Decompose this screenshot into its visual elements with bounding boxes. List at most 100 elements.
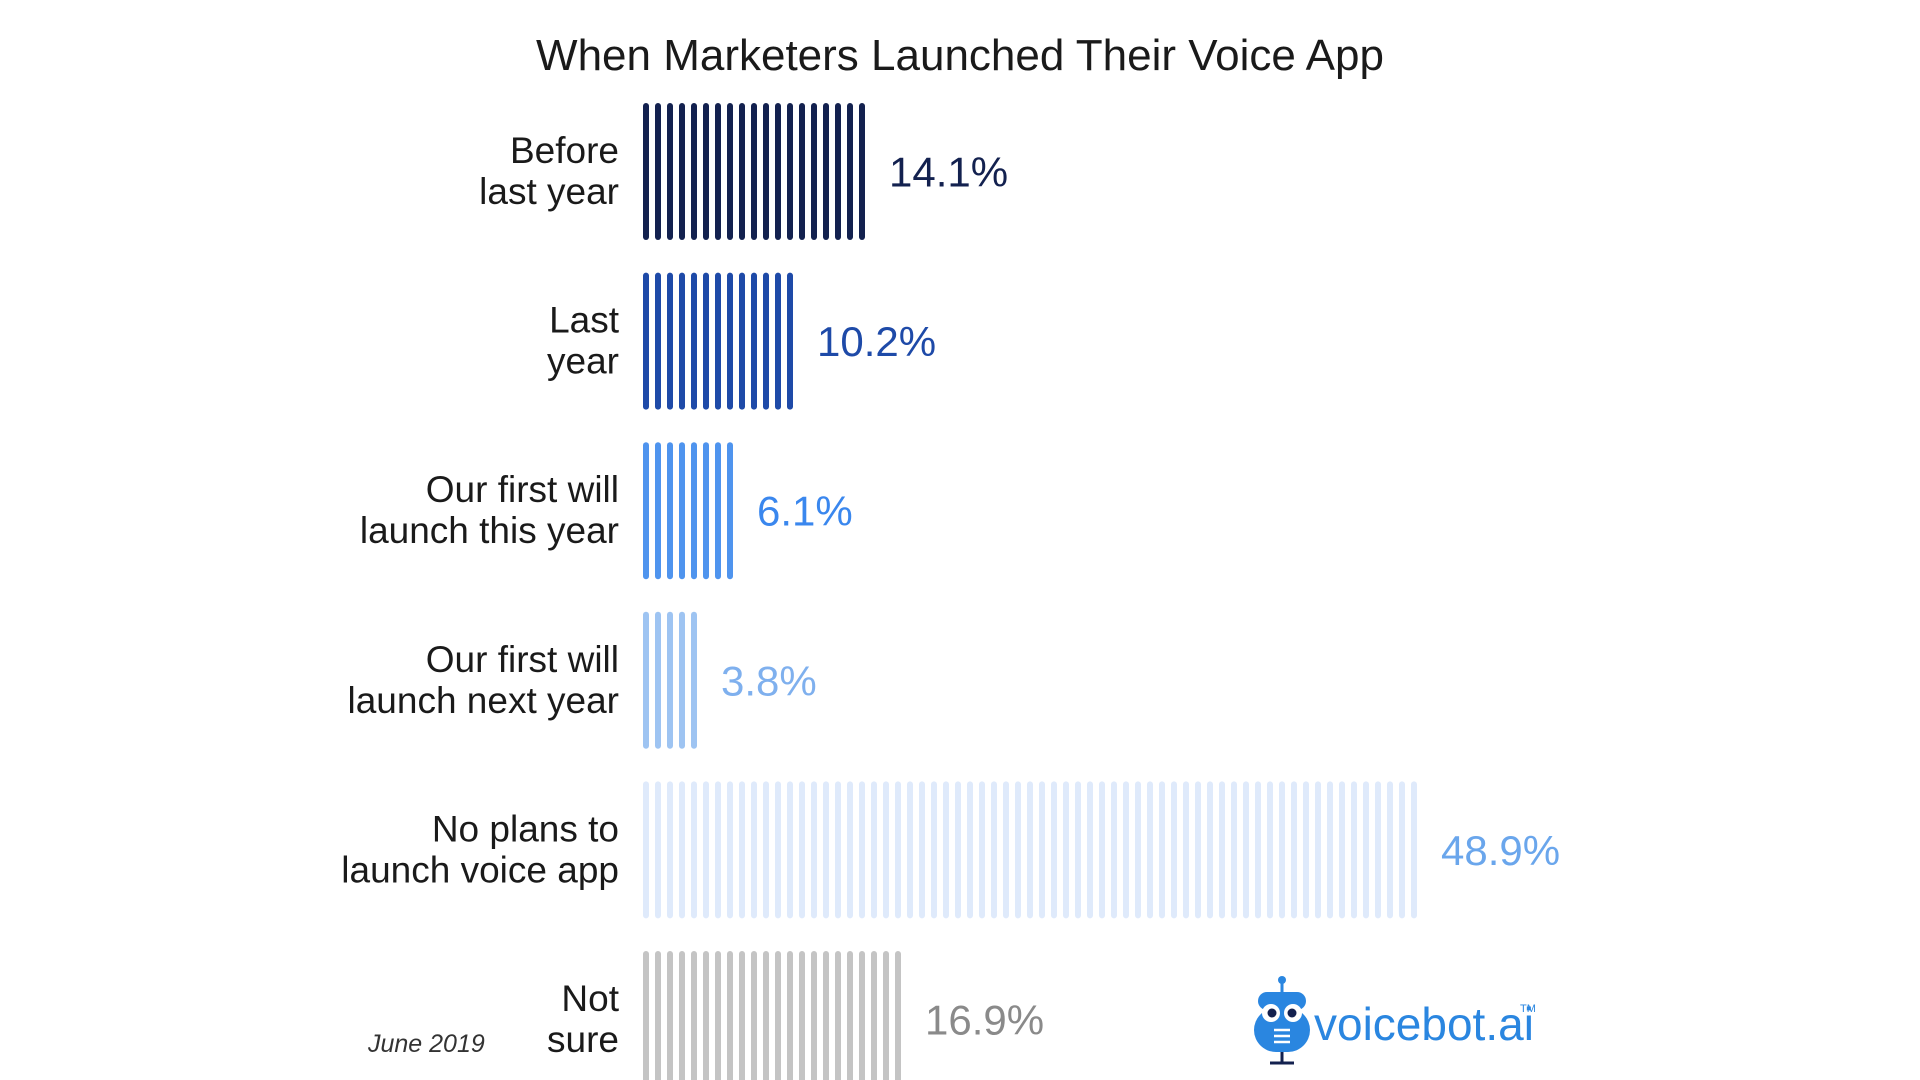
category-label-line: launch next year: [347, 680, 619, 721]
bar-stripe: [667, 442, 673, 580]
bar-stripe: [1315, 781, 1321, 919]
value-labels: 14.1% 10.2% 6.1% 3.8% 48.9% 16.9%: [721, 149, 1560, 1044]
bar-stripe: [691, 951, 697, 1080]
data-label: 3.8%: [721, 657, 817, 704]
bar-stripe: [667, 103, 673, 240]
bar-stripe: [1099, 781, 1105, 919]
bar-stripe: [787, 272, 793, 410]
category-label-line: year: [547, 341, 619, 382]
bar-stripe: [727, 951, 733, 1080]
bar-stripe: [859, 103, 865, 240]
bar-stripe: [835, 951, 841, 1080]
bar-stripe: [835, 781, 841, 919]
bar-stripe: [1255, 781, 1261, 919]
brand-trademark: TM: [1520, 1003, 1536, 1015]
category-label-line: last year: [479, 171, 619, 212]
bar-stripe: [727, 781, 733, 919]
bar-stripe: [667, 951, 673, 1080]
bar-stripe: [1231, 781, 1237, 919]
bar-stripe: [655, 272, 661, 410]
bars: [643, 103, 1417, 1080]
bar-stripe: [1363, 781, 1369, 919]
data-label: 14.1%: [889, 149, 1008, 196]
bar-stripe: [703, 951, 709, 1080]
bar-stripe: [823, 951, 829, 1080]
category-label-line: Our first will: [426, 469, 619, 510]
bar-stripe: [811, 103, 817, 240]
bar-stripe: [931, 781, 937, 919]
bar-stripe: [715, 103, 721, 240]
bar-stripe: [1063, 781, 1069, 919]
bar-stripe: [691, 442, 697, 580]
bar-stripe: [907, 781, 913, 919]
data-label: 10.2%: [817, 318, 936, 365]
category-label: Last year: [547, 300, 620, 382]
bar: [643, 442, 733, 580]
bar-stripe: [775, 951, 781, 1080]
bar-stripe: [787, 781, 793, 919]
bar-stripe: [775, 272, 781, 410]
bar-stripe: [703, 781, 709, 919]
bar-stripe: [1159, 781, 1165, 919]
bar-stripe: [751, 781, 757, 919]
bar-stripe: [847, 103, 853, 240]
bar-stripe: [1135, 781, 1141, 919]
bar-stripe: [1327, 781, 1333, 919]
bar-stripe: [1111, 781, 1117, 919]
bar-stripe: [1003, 781, 1009, 919]
bar-stripe: [727, 442, 733, 580]
bar-stripe: [679, 781, 685, 919]
bar-stripe: [835, 103, 841, 240]
bar-stripe: [691, 611, 697, 749]
bar-stripe: [727, 272, 733, 410]
bar: [643, 272, 793, 410]
bar-stripe: [1039, 781, 1045, 919]
bar-stripe: [643, 103, 649, 240]
bar: [643, 611, 697, 749]
chart-title: When Marketers Launched Their Voice App: [536, 31, 1384, 80]
category-label-line: launch this year: [360, 510, 619, 551]
bar-stripe: [715, 951, 721, 1080]
bar-stripe: [667, 272, 673, 410]
bar: [643, 103, 865, 240]
bar-stripe: [751, 103, 757, 240]
bar-stripe: [1351, 781, 1357, 919]
bar-stripe: [1339, 781, 1345, 919]
date-note: June 2019: [367, 1030, 485, 1058]
bar-stripe: [751, 951, 757, 1080]
bar-stripe: [1087, 781, 1093, 919]
bar-stripe: [991, 781, 997, 919]
bar-stripe: [1027, 781, 1033, 919]
bar-stripe: [703, 272, 709, 410]
bar-stripe: [1375, 781, 1381, 919]
bar-stripe: [751, 272, 757, 410]
bar-stripe: [739, 272, 745, 410]
category-label: Before last year: [479, 130, 619, 212]
brand-name: voicebot.ai: [1314, 998, 1534, 1050]
bar-stripe: [667, 781, 673, 919]
bar-stripe: [775, 781, 781, 919]
bar-stripe: [1243, 781, 1249, 919]
data-label: 48.9%: [1441, 827, 1560, 874]
bar-stripe: [1207, 781, 1213, 919]
bar-stripe: [979, 781, 985, 919]
bar-stripe: [763, 951, 769, 1080]
bar-stripe: [655, 442, 661, 580]
bar-stripe: [895, 781, 901, 919]
category-label: No plans to launch voice app: [341, 808, 619, 890]
bar-stripe: [703, 442, 709, 580]
bar-stripe: [919, 781, 925, 919]
robot-microphone-icon: [1254, 976, 1310, 1065]
bar-stripe: [883, 951, 889, 1080]
bar-stripe: [775, 103, 781, 240]
category-label-line: Not: [561, 978, 619, 1019]
bar-stripe: [1075, 781, 1081, 919]
bar-stripe: [679, 442, 685, 580]
bar-stripe: [1015, 781, 1021, 919]
bar-stripe: [859, 781, 865, 919]
bar-stripe: [655, 611, 661, 749]
category-label-line: Our first will: [426, 639, 619, 680]
bar-stripe: [823, 103, 829, 240]
category-label-line: No plans to: [432, 808, 619, 849]
bar: [643, 781, 1417, 919]
